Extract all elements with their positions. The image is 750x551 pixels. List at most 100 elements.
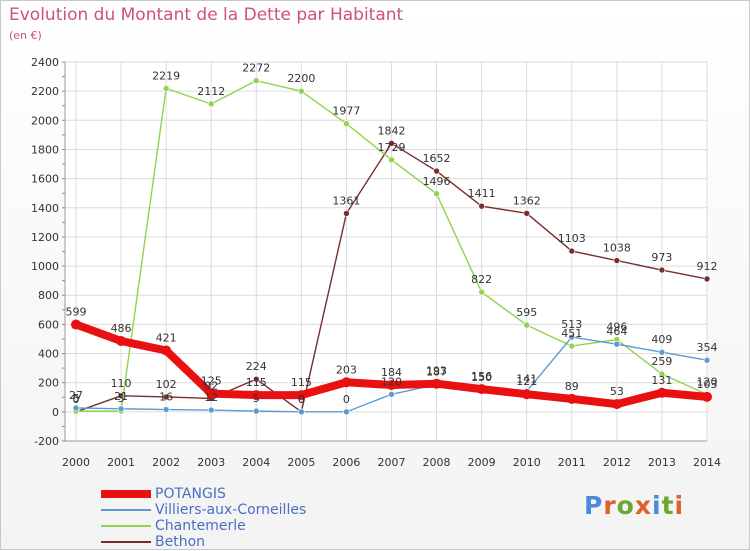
data-label: 1361	[332, 194, 360, 207]
legend-swatch	[101, 525, 151, 527]
data-point	[431, 378, 442, 389]
data-label: 1977	[332, 105, 360, 118]
x-tick-label: 2010	[513, 456, 541, 469]
data-label: 1038	[603, 242, 631, 255]
data-point	[207, 100, 215, 108]
data-point	[656, 387, 667, 398]
logo-letter: r	[603, 491, 617, 520]
x-tick-label: 2005	[287, 456, 315, 469]
chart-title: Evolution du Montant de la Dette par Hab…	[9, 5, 404, 25]
data-point	[252, 407, 260, 415]
data-point	[521, 389, 532, 400]
data-label: 115	[246, 376, 267, 389]
y-tick-label: 2000	[31, 114, 59, 127]
x-tick-label: 2012	[603, 456, 631, 469]
data-label: 409	[651, 333, 672, 346]
logo-letter: x	[634, 491, 652, 520]
data-point	[658, 370, 666, 378]
data-label: 5	[253, 392, 260, 405]
data-point	[388, 391, 395, 398]
y-tick-label: 2200	[31, 85, 59, 98]
data-point	[296, 390, 307, 401]
data-point	[478, 202, 485, 210]
data-label: 1652	[423, 152, 451, 165]
data-point	[568, 247, 576, 255]
data-point	[298, 87, 305, 95]
y-tick-label: 1200	[31, 231, 59, 244]
data-point	[703, 356, 711, 364]
data-label: 141	[516, 372, 537, 385]
data-label: 89	[565, 380, 579, 393]
data-label: 595	[516, 306, 537, 319]
y-tick-label: 600	[38, 318, 59, 331]
y-tick-label: 400	[38, 348, 59, 361]
legend-label: Villiers-aux-Corneilles	[155, 502, 307, 518]
data-label: 102	[156, 378, 177, 391]
data-label: 1103	[558, 232, 586, 245]
data-point	[478, 288, 485, 296]
x-tick-label: 2000	[62, 456, 90, 469]
x-tick-label: 2008	[423, 456, 451, 469]
legend-swatch	[101, 541, 151, 543]
data-label: 5	[118, 392, 125, 405]
data-label: 421	[156, 331, 177, 344]
data-point	[298, 408, 305, 416]
data-label: 513	[561, 318, 582, 331]
y-tick-label: 1600	[31, 173, 59, 186]
y-tick-label: 0	[52, 406, 59, 419]
y-tick-label: 1400	[31, 202, 59, 215]
data-label: 1729	[378, 141, 406, 154]
data-label: 0	[298, 393, 305, 406]
plot-area	[65, 62, 707, 441]
legend-label: Chantemerle	[155, 518, 246, 534]
data-point	[117, 405, 125, 413]
data-point	[161, 345, 172, 356]
data-label: 1496	[423, 175, 451, 188]
data-point	[703, 275, 711, 283]
logo-letter: o	[616, 491, 635, 520]
data-point	[566, 393, 577, 404]
data-point	[523, 210, 531, 217]
data-point	[251, 390, 262, 401]
x-tick-label: 2014	[693, 456, 721, 469]
data-label: 2272	[242, 62, 270, 75]
data-label: 203	[336, 363, 357, 376]
data-point	[207, 406, 215, 414]
data-point	[611, 399, 622, 410]
data-label: 224	[246, 360, 267, 373]
legend-label: POTANGIS	[155, 486, 226, 502]
data-label: 5	[73, 392, 80, 405]
data-label: 2219	[152, 69, 180, 82]
data-point	[343, 210, 350, 217]
data-point	[388, 140, 395, 147]
data-point	[252, 375, 260, 383]
data-label: 0	[298, 393, 305, 406]
data-point	[162, 85, 170, 92]
data-point	[702, 391, 712, 402]
chart-unit: (en €)	[9, 29, 42, 42]
data-label: 16	[159, 391, 173, 404]
data-label: 187	[426, 366, 447, 379]
data-point	[476, 384, 487, 395]
data-label: 193	[426, 365, 447, 378]
data-point	[433, 167, 440, 175]
data-label: 92	[204, 379, 218, 392]
data-label: 973	[651, 251, 672, 264]
data-label: 1411	[468, 187, 496, 200]
logo-letter: P	[584, 491, 604, 520]
data-label: 103	[697, 378, 718, 391]
legend-swatch	[101, 509, 151, 511]
x-tick-label: 2013	[648, 456, 676, 469]
data-point	[341, 377, 352, 388]
logo-letter: t	[661, 491, 675, 520]
data-label: 131	[651, 374, 672, 387]
data-point	[72, 404, 80, 412]
x-tick-label: 2003	[197, 456, 225, 469]
logo-letter: i	[652, 491, 662, 520]
proxiti-logo: Proxiti	[584, 491, 684, 520]
data-label: 2112	[197, 85, 225, 98]
x-tick-label: 2001	[107, 456, 135, 469]
data-label: 21	[114, 390, 128, 403]
